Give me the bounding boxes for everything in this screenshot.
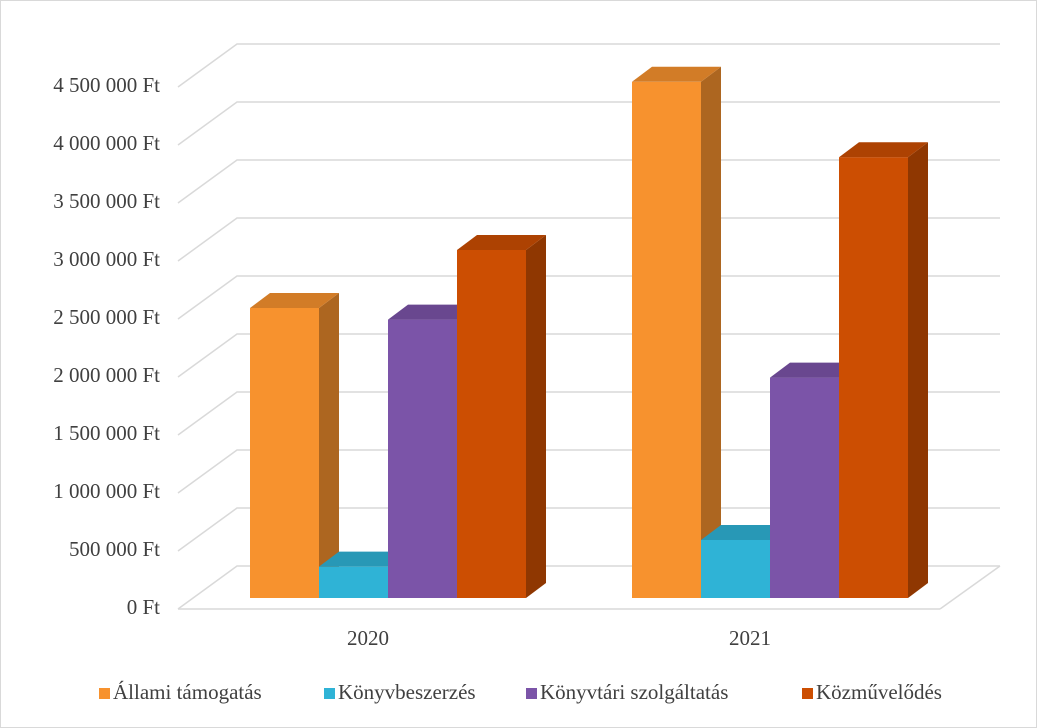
legend-swatch [324, 688, 335, 699]
bar-front [701, 540, 770, 598]
bar-front [388, 319, 457, 598]
y-tick-label: 2 000 000 Ft [53, 363, 160, 387]
legend-swatch [99, 688, 110, 699]
bar-top [250, 293, 339, 308]
grid-line [177, 449, 1000, 494]
bar-top [457, 235, 546, 250]
grid-line [177, 275, 1000, 320]
y-tick-label: 1 500 000 Ft [53, 421, 160, 445]
y-tick-label: 1 000 000 Ft [53, 479, 160, 503]
grid-line [177, 333, 1000, 378]
y-tick-label: 3 500 000 Ft [53, 189, 160, 213]
legend-label: Könyvtári szolgáltatás [540, 680, 728, 704]
grid-line [177, 43, 1000, 88]
bar-front [319, 566, 388, 598]
bar [250, 293, 339, 598]
grid-line [177, 391, 1000, 436]
bar-front [632, 81, 701, 599]
y-tick-label: 4 000 000 Ft [53, 131, 160, 155]
bar-side [908, 142, 928, 598]
legend-swatch [526, 688, 537, 699]
bar-front [457, 250, 526, 598]
legend-label: Könyvbeszerzés [338, 680, 476, 704]
bar-side [701, 66, 721, 599]
y-tick-label: 2 500 000 Ft [53, 305, 160, 329]
grid-line [177, 217, 1000, 262]
bar [457, 235, 546, 598]
grid-line [177, 101, 1000, 146]
grid-line [177, 507, 1000, 552]
bar-top [388, 304, 477, 320]
bar-side [526, 235, 546, 598]
bar-side [319, 293, 339, 598]
legend-label: Állami támogatás [113, 680, 262, 704]
x-tick-label: 2020 [347, 626, 389, 650]
grid-line [177, 159, 1000, 204]
bar-top [839, 142, 928, 158]
bar-front [770, 377, 839, 598]
bar [632, 66, 721, 599]
y-tick-label: 3 000 000 Ft [53, 247, 160, 271]
bar-top [770, 362, 859, 378]
bar [839, 142, 928, 598]
floor-edge [939, 565, 1001, 610]
x-tick-label: 2021 [729, 626, 771, 650]
y-tick-label: 4 500 000 Ft [53, 73, 160, 97]
bar-top [319, 551, 408, 567]
bar-top [632, 66, 721, 82]
legend-label: Közművelődés [816, 680, 942, 704]
bar-top [701, 525, 790, 540]
bar-front [250, 308, 319, 598]
legend-swatch [802, 688, 813, 699]
bar-front [839, 157, 908, 598]
y-tick-label: 500 000 Ft [69, 537, 160, 561]
y-tick-label: 0 Ft [127, 595, 160, 619]
